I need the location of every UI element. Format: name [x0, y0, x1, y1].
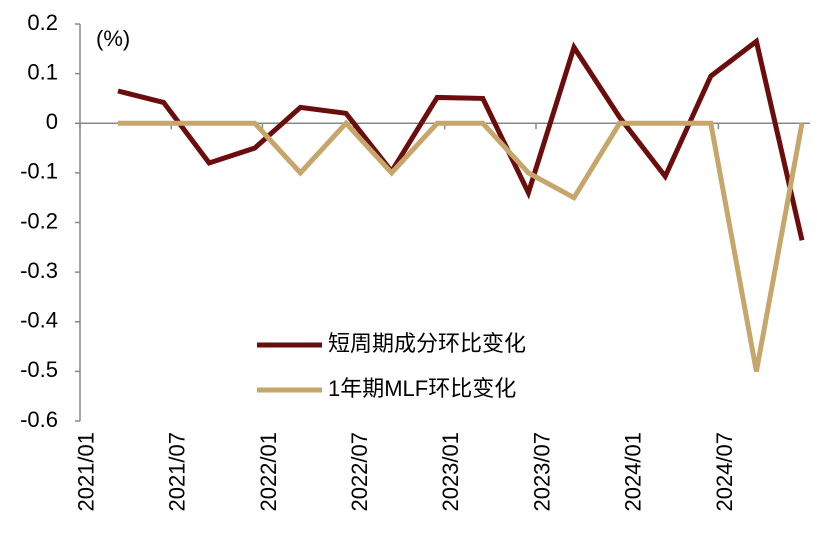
y-tick-label: -0.3	[20, 258, 58, 283]
y-tick-label: -0.1	[20, 159, 58, 184]
y-axis-label: (%)	[96, 26, 130, 51]
x-tick-label: 2023/07	[529, 432, 554, 512]
x-tick-label: 2024/01	[621, 432, 646, 512]
y-tick-label: 0.2	[27, 10, 58, 35]
x-tick-label: 2022/07	[347, 432, 372, 512]
series-line	[117, 37, 805, 241]
y-tick-label: 0.1	[27, 59, 58, 84]
y-tick-label: -0.2	[20, 208, 58, 233]
x-tick-label: 2023/01	[438, 432, 463, 512]
legend-label: 短周期成分环比变化	[328, 331, 526, 356]
x-tick-label: 2024/07	[712, 432, 737, 512]
x-tick-label: 2021/01	[73, 432, 98, 512]
y-tick-label: -0.4	[20, 308, 58, 333]
y-tick-label: -0.5	[20, 357, 58, 382]
series-line	[118, 119, 805, 372]
y-tick-label: 0	[46, 109, 58, 134]
y-tick-label: -0.6	[20, 407, 58, 432]
legend-label: 1年期MLF环比变化	[328, 376, 516, 401]
x-tick-label: 2022/01	[256, 432, 281, 512]
x-tick-label: 2021/07	[165, 432, 190, 512]
